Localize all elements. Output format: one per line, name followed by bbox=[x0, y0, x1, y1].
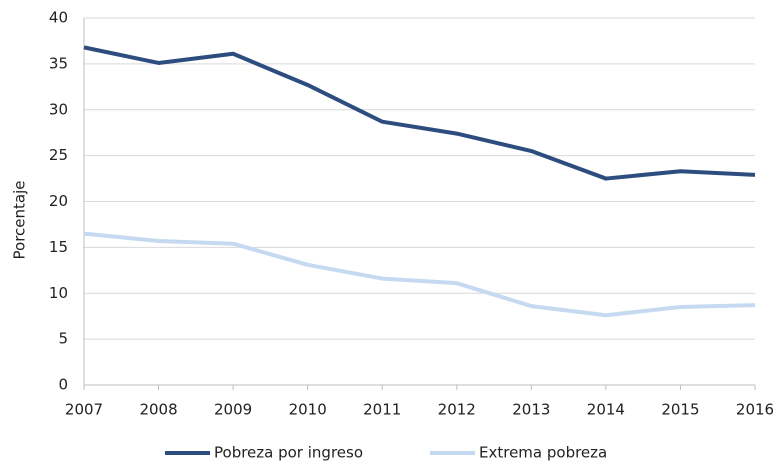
y-tick-label: 25 bbox=[49, 146, 68, 164]
y-tick-label: 35 bbox=[49, 54, 68, 72]
y-tick-label: 40 bbox=[49, 9, 68, 27]
line bbox=[83, 45, 756, 181]
x-tick-label: 2009 bbox=[214, 401, 252, 419]
x-tick-label: 2012 bbox=[438, 401, 476, 419]
x-tick-label: 2011 bbox=[363, 401, 401, 419]
legend-label: Pobreza por ingreso bbox=[214, 444, 363, 462]
y-tick-label: 5 bbox=[58, 330, 68, 348]
x-tick-label: 2008 bbox=[139, 401, 177, 419]
x-tick-label: 2016 bbox=[736, 401, 774, 419]
x-tick-label: 2014 bbox=[587, 401, 625, 419]
y-tick-label: 30 bbox=[49, 100, 68, 118]
y-axis-label: Porcentaje bbox=[11, 181, 29, 260]
y-tick-label: 15 bbox=[49, 238, 68, 256]
legend-label: Extrema pobreza bbox=[479, 444, 607, 462]
x-tick-label: 2010 bbox=[289, 401, 327, 419]
x-tick-label: 2007 bbox=[65, 401, 103, 419]
y-tick-label: 20 bbox=[49, 192, 68, 210]
y-tick-label: 10 bbox=[49, 284, 68, 302]
line bbox=[83, 231, 756, 318]
x-tick-label: 2015 bbox=[661, 401, 699, 419]
y-tick-label: 0 bbox=[58, 376, 68, 394]
x-tick-label: 2013 bbox=[512, 401, 550, 419]
